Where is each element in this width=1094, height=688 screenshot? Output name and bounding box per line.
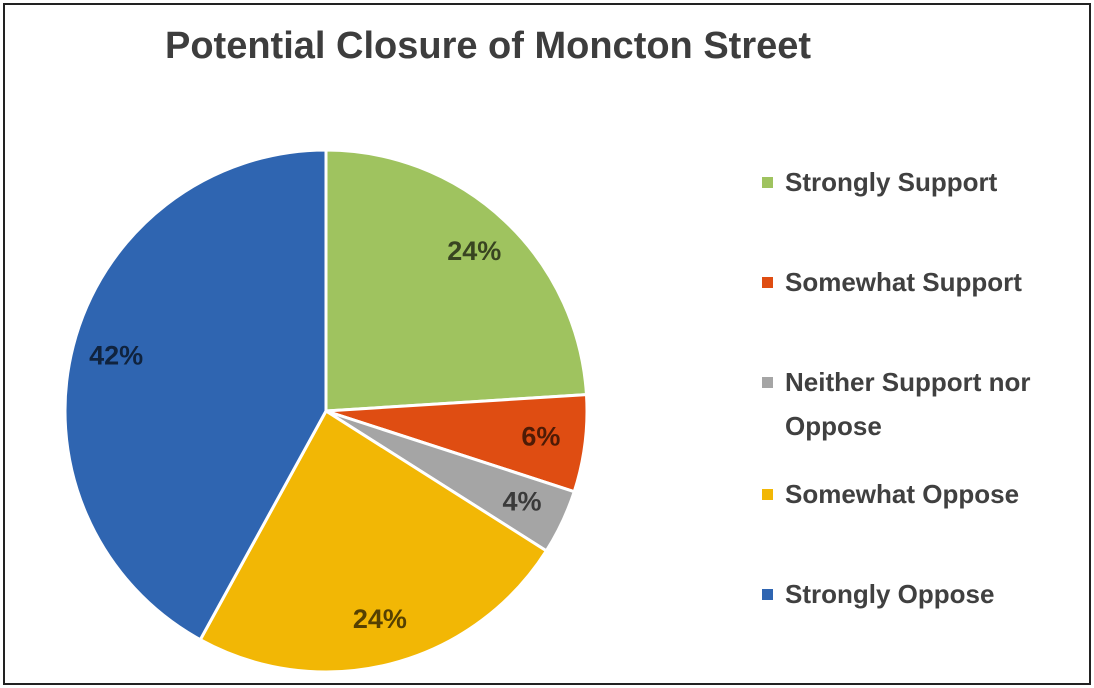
- legend-label: Strongly Oppose: [785, 579, 995, 609]
- legend-item: Neither Support nor Oppose: [762, 360, 1082, 448]
- legend-swatch: [762, 177, 773, 188]
- data-label: 24%: [447, 236, 501, 266]
- data-label: 6%: [521, 421, 560, 451]
- legend-swatch: [762, 277, 773, 288]
- pie-slice: [324, 148, 589, 413]
- legend-label: Neither Support nor Oppose: [785, 367, 1031, 441]
- data-label: 4%: [502, 486, 541, 516]
- legend-item: Somewhat Support: [762, 260, 1082, 304]
- legend-item: Somewhat Oppose: [762, 472, 1082, 516]
- legend-label: Somewhat Support: [785, 267, 1022, 297]
- legend-swatch: [762, 489, 773, 500]
- pie-slice: [198, 408, 549, 674]
- data-label: 42%: [89, 340, 143, 370]
- legend-label: Strongly Support: [785, 167, 998, 197]
- data-label: 24%: [353, 604, 407, 634]
- legend-label: Somewhat Oppose: [785, 479, 1020, 509]
- frame: [3, 3, 1091, 685]
- legend-item: Strongly Support: [762, 160, 1082, 204]
- legend-item: Strongly Oppose: [762, 572, 1082, 616]
- chart-title: Potential Closure of Moncton Street: [165, 25, 811, 67]
- legend-swatch: [762, 377, 773, 388]
- legend-swatch: [762, 589, 773, 600]
- pie-slice: [63, 148, 328, 642]
